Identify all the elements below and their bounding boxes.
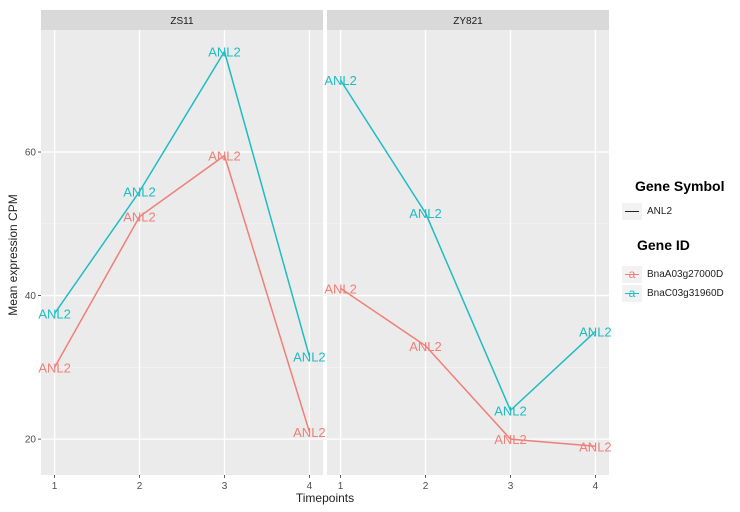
data-point-label: ANL2 xyxy=(324,281,357,296)
facet-strip xyxy=(327,10,609,30)
y-tick-label: 20 xyxy=(25,435,37,446)
data-point-label: ANL2 xyxy=(293,350,326,365)
x-tick-label: 1 xyxy=(338,481,344,492)
facet-title: ZS11 xyxy=(170,16,194,27)
legend-item-bnac03g31960d: a BnaC03g31960D xyxy=(622,284,740,303)
data-point-label: ANL2 xyxy=(324,73,357,88)
legend-item-anl2: ANL2 xyxy=(622,202,740,221)
data-point-label: ANL2 xyxy=(123,210,156,225)
legend-line-key xyxy=(622,203,642,220)
panel-zy821: ZY821 1 2 3 4 ANL2 ANL2 ANL2 ANL2 ANL2 ANL2 ANL2 ANL… xyxy=(324,10,612,492)
legend-text-key: a xyxy=(622,266,642,283)
series-line xyxy=(340,287,596,448)
data-point-label: ANL2 xyxy=(38,360,71,375)
data-point-label: ANL2 xyxy=(409,206,442,221)
data-point-label: ANL2 xyxy=(38,307,71,322)
data-point-label: ANL2 xyxy=(123,184,156,199)
data-point-label: ANL2 xyxy=(579,324,612,339)
y-tick-label: 40 xyxy=(25,291,37,302)
facet-title: ZY821 xyxy=(453,16,483,27)
x-tick-label: 2 xyxy=(423,481,429,492)
x-tick-label: 2 xyxy=(137,481,143,492)
series-line xyxy=(339,79,596,412)
legend-item-label: ANL2 xyxy=(647,206,673,217)
x-tick-label: 3 xyxy=(508,481,514,492)
data-point-label: ANL2 xyxy=(208,149,241,164)
y-axis-label: Mean expression CPM xyxy=(6,194,20,315)
x-tick-label: 4 xyxy=(593,481,599,492)
series-line xyxy=(53,154,311,433)
legend-item-bnaa03g27000d: a BnaA03g27000D xyxy=(622,265,740,284)
series-line xyxy=(53,49,311,357)
data-point-label: ANL2 xyxy=(494,432,527,447)
data-point-label: ANL2 xyxy=(409,339,442,354)
x-tick-label: 3 xyxy=(222,481,228,492)
legend-title-gene-id: Gene ID xyxy=(637,237,690,253)
data-point-label: ANL2 xyxy=(494,403,527,418)
plot-background xyxy=(327,30,609,475)
data-point-label: ANL2 xyxy=(579,439,612,454)
panel-zs11: ZS11 1 2 3 4 ANL2 ANL2 ANL2 ANL2 ANL2 ANL2 ANL2 ANL2 xyxy=(38,10,326,492)
data-point-label: ANL2 xyxy=(293,425,326,440)
x-axis-label: Timepoints xyxy=(296,491,354,505)
data-point-label: ANL2 xyxy=(208,45,241,60)
x-tick-label: 4 xyxy=(307,481,313,492)
x-tick-label: 1 xyxy=(52,481,58,492)
legend: Gene Symbol ANL2 Gene ID a BnaA03g27000D… xyxy=(622,178,740,303)
chart-panels: ZS11 1 2 3 4 ANL2 ANL2 ANL2 ANL2 ANL2 ANL2 ANL2 ANL2… xyxy=(38,10,612,492)
legend-title-gene-symbol: Gene Symbol xyxy=(635,178,725,194)
y-axis: 20 40 60 xyxy=(25,148,41,446)
legend-item-label: BnaA03g27000D xyxy=(647,269,724,280)
plot-background xyxy=(41,30,323,475)
facet-strip xyxy=(41,10,323,30)
legend-item-label: BnaC03g31960D xyxy=(647,288,724,299)
y-tick-label: 60 xyxy=(25,148,37,159)
legend-text-key: a xyxy=(622,285,642,302)
